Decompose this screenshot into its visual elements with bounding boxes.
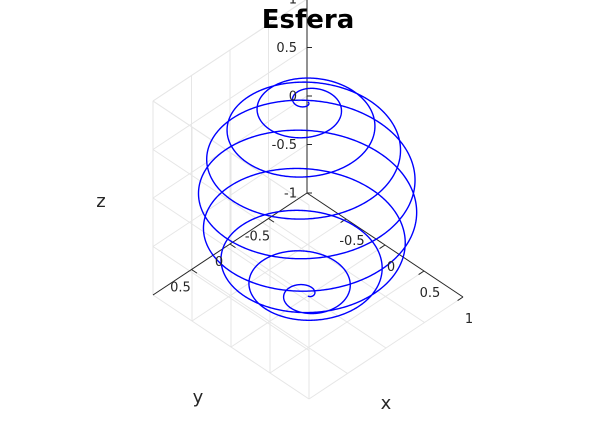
x-tick-label: 0.5 — [420, 286, 441, 301]
y-tick-label: 0.5 — [170, 281, 191, 296]
x-tick — [458, 297, 463, 301]
x-axis-label: x — [381, 393, 392, 414]
z-tick-label: 0.5 — [276, 41, 297, 56]
x-tick-label: -0.5 — [339, 234, 364, 249]
x-tick-label: 1 — [465, 312, 473, 327]
y-tick-label: -0.5 — [245, 230, 270, 245]
sphere-spiral — [199, 78, 417, 320]
z-tick-label: 0 — [289, 90, 297, 105]
axes-box — [153, 0, 463, 301]
z-tick-label: -0.5 — [272, 138, 297, 153]
x-tick-label: 0 — [387, 260, 395, 275]
z-tick-label: -1 — [284, 187, 297, 202]
x-tick — [419, 271, 424, 275]
tick-labels: -1-0.500.51-0.500.51-0.500.5 — [170, 0, 473, 327]
chart-title: Esfera — [262, 5, 355, 35]
z-axis-label: z — [96, 191, 105, 212]
x-tick — [380, 245, 385, 249]
y-axis-label: y — [193, 387, 204, 408]
sphere-spiral-line — [199, 78, 417, 320]
y-tick-label: 0 — [215, 255, 223, 270]
y-tick — [269, 219, 274, 223]
